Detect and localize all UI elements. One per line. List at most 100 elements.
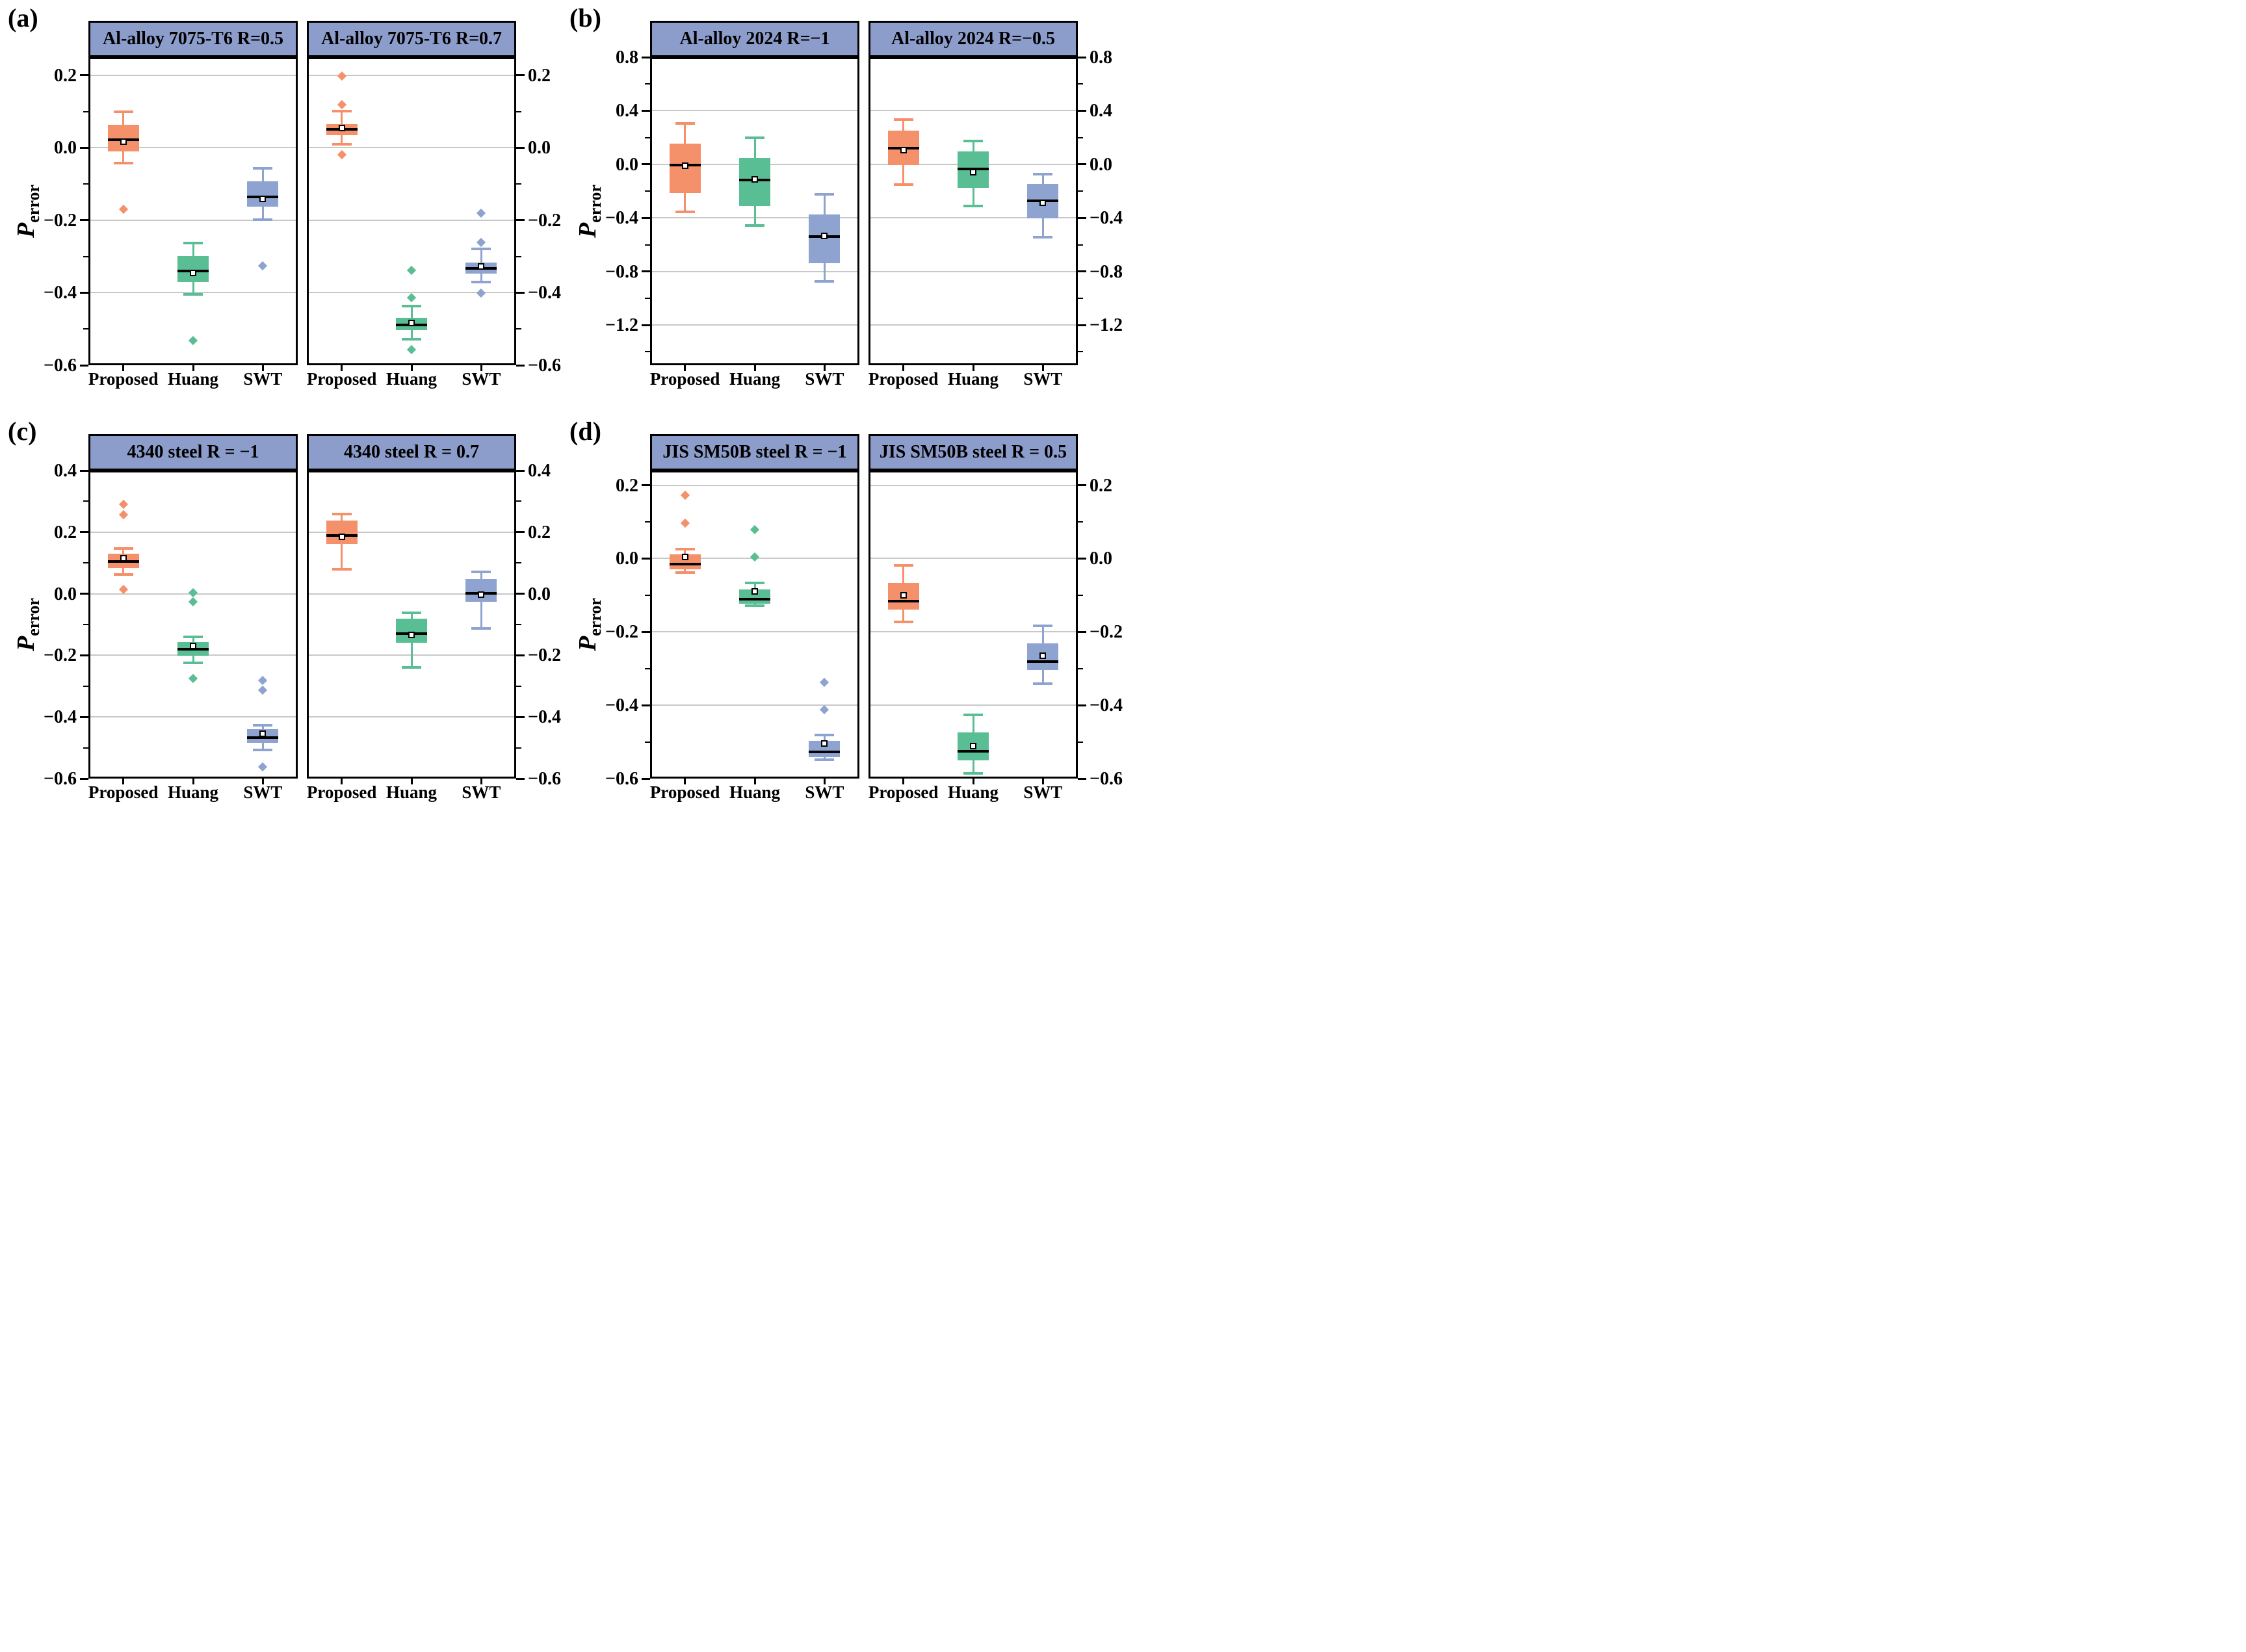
whisker-cap-upper [253, 723, 273, 727]
y-tick-minor [1078, 594, 1083, 596]
whisker-cap-upper [745, 136, 764, 140]
whisker-cap-upper [963, 140, 983, 142]
whisker-cap-upper [815, 733, 835, 736]
x-tick [341, 365, 343, 371]
y-tick-label: 0.2 [528, 65, 551, 86]
x-category-label: SWT [462, 369, 501, 389]
y-tick-major [642, 630, 650, 633]
mean-marker [408, 319, 415, 326]
x-category-label: Huang [947, 782, 999, 802]
gridline [652, 631, 857, 633]
x-category-label: Huang [947, 369, 999, 389]
mean-marker [681, 553, 688, 560]
y-tick-minor [516, 747, 521, 749]
y-tick-label: −0.2 [528, 210, 561, 231]
y-tick-label: −0.6 [1090, 769, 1123, 789]
mean-marker [751, 588, 758, 595]
y-tick-label: 0.4 [54, 461, 77, 481]
y-tick-major [80, 364, 88, 367]
y-tick-major [642, 324, 650, 326]
y-tick-label: −0.8 [605, 261, 638, 282]
y-tick-major [1078, 270, 1086, 273]
y-tick-major [642, 270, 650, 273]
whisker-cap-upper [253, 167, 273, 170]
whisker-cap-lower [893, 183, 913, 186]
y-tick-major [80, 291, 88, 294]
median-line [107, 560, 139, 563]
median-line [247, 736, 279, 739]
x-tick [753, 779, 756, 784]
x-category-label: Proposed [649, 369, 720, 389]
y-tick-major [642, 557, 650, 560]
y-tick-minor [516, 500, 521, 502]
x-tick [823, 365, 826, 371]
y-tick-label: −0.6 [44, 769, 77, 789]
x-tick [1041, 779, 1044, 784]
y-tick-major [642, 163, 650, 166]
whisker-cap-upper [1033, 172, 1053, 175]
gridline [870, 631, 1076, 633]
box-swt [247, 181, 279, 207]
y-tick-label: −0.4 [528, 283, 561, 303]
mean-marker [478, 591, 485, 599]
gridline [309, 593, 514, 595]
whisker-cap-upper [893, 564, 913, 567]
y-tick-major [1078, 777, 1086, 780]
whisker-cap-upper [183, 241, 203, 244]
mean-marker [338, 534, 345, 541]
y-tick-minor [83, 685, 88, 687]
y-tick-label: −0.2 [44, 210, 77, 231]
y-tick-minor [83, 255, 88, 257]
y-tick-label: 0.2 [54, 522, 77, 543]
gridline [309, 219, 514, 221]
y-tick-label: −1.2 [1090, 315, 1123, 336]
plot-frame [88, 57, 298, 365]
panel-tag: (c) [8, 417, 37, 446]
y-tick-minor [1078, 83, 1083, 85]
gridline [309, 716, 514, 718]
mean-marker [1039, 200, 1047, 207]
y-tick-minor [645, 83, 650, 85]
mean-marker [190, 643, 196, 650]
y-tick-major [642, 56, 650, 58]
whisker-cap-lower [402, 337, 421, 341]
x-category-label: Huang [729, 369, 781, 389]
whisker-cap-upper [332, 513, 352, 516]
y-tick-minor [645, 521, 650, 523]
whisker-cap-upper [675, 122, 695, 125]
mean-marker [681, 162, 688, 170]
whisker-cap-lower [815, 279, 835, 283]
whisker-cap-lower [675, 571, 695, 574]
whisker-cap-lower [113, 573, 133, 576]
whisker-cap-upper [471, 247, 491, 250]
plot-frame [650, 471, 859, 779]
x-category-label: SWT [243, 782, 283, 802]
y-tick-minor [645, 136, 650, 138]
whisker-cap-lower [675, 210, 695, 213]
y-axis-title-subscript: error [24, 598, 43, 636]
whisker-cap-lower [1033, 682, 1053, 685]
gridline [90, 716, 296, 718]
median-line [1027, 660, 1059, 663]
mean-marker [259, 196, 267, 203]
y-tick-major [80, 777, 88, 780]
y-tick-label: 0.4 [528, 461, 551, 481]
y-tick-major [80, 593, 88, 595]
y-tick-minor [83, 747, 88, 749]
y-tick-label: 0.4 [616, 101, 638, 122]
y-tick-label: −0.4 [44, 283, 77, 303]
whisker-cap-upper [402, 611, 421, 614]
subplot-header: Al-alloy 2024 R=−1 [650, 21, 859, 57]
x-category-label: SWT [805, 369, 844, 389]
y-tick-major [516, 146, 525, 149]
x-category-label: Proposed [88, 369, 159, 389]
whisker-cap-lower [815, 758, 835, 761]
whisker-cap-lower [332, 568, 352, 571]
whisker-cap-upper [183, 636, 203, 639]
whisker-cap-upper [893, 118, 913, 122]
y-tick-label: −0.8 [1090, 261, 1123, 282]
whisker-cap-upper [675, 547, 695, 550]
mean-marker [408, 632, 415, 639]
x-tick [261, 365, 264, 371]
y-tick-label: −0.6 [528, 355, 561, 376]
